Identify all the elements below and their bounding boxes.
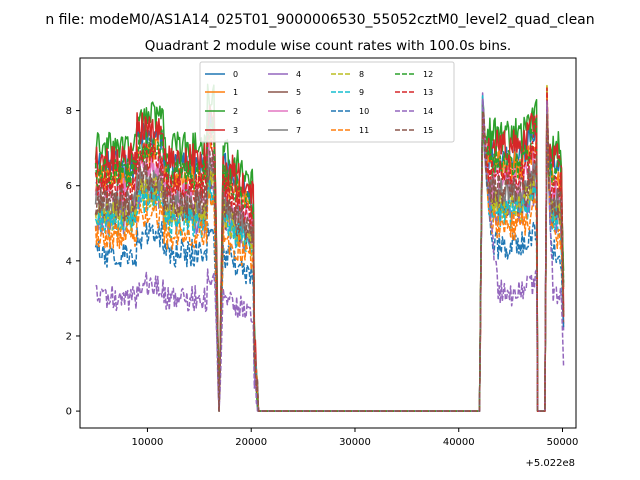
legend-label-1: 1 (233, 88, 238, 97)
chart-suptitle: n file: modeM0/AS1A14_025T01_9000006530_… (45, 12, 594, 28)
x-tick-label: 10000 (132, 437, 164, 448)
y-axis: 0 2 4 6 8 (66, 106, 80, 418)
legend-label-0: 0 (233, 70, 238, 79)
legend-label-2: 2 (233, 107, 238, 116)
legend-label-15: 15 (423, 126, 433, 135)
chart-title: Quadrant 2 module wise count rates with … (145, 38, 511, 54)
legend-label-8: 8 (359, 70, 364, 79)
legend-label-4: 4 (296, 70, 301, 79)
legend-label-11: 11 (359, 126, 369, 135)
y-tick-label: 6 (66, 181, 72, 192)
plot-frame (79, 57, 577, 429)
y-tick-label: 0 (66, 407, 72, 418)
x-tick-label: 40000 (443, 437, 475, 448)
legend-label-3: 3 (233, 126, 238, 135)
legend-label-14: 14 (423, 107, 433, 116)
y-tick-label: 2 (66, 331, 72, 342)
series-lines (94, 83, 565, 412)
legend-label-5: 5 (296, 88, 301, 97)
x-tick-label: 30000 (339, 437, 371, 448)
legend-label-12: 12 (423, 70, 433, 79)
legend-label-10: 10 (359, 107, 369, 116)
legend-box (199, 61, 455, 143)
x-tick-label: 20000 (235, 437, 267, 448)
x-axis: 10000 20000 30000 40000 50000 (132, 428, 579, 448)
y-tick-label: 8 (66, 106, 72, 117)
legend-label-13: 13 (423, 88, 433, 97)
x-tick-label: 50000 (547, 437, 579, 448)
x-offset-label: +5.022e8 (525, 458, 575, 469)
legend-label-9: 9 (359, 88, 364, 97)
series-line-14 (95, 99, 565, 412)
y-tick-label: 4 (66, 256, 72, 267)
legend-label-7: 7 (296, 126, 301, 135)
legend-label-6: 6 (296, 107, 301, 116)
series-line-15 (94, 110, 565, 412)
